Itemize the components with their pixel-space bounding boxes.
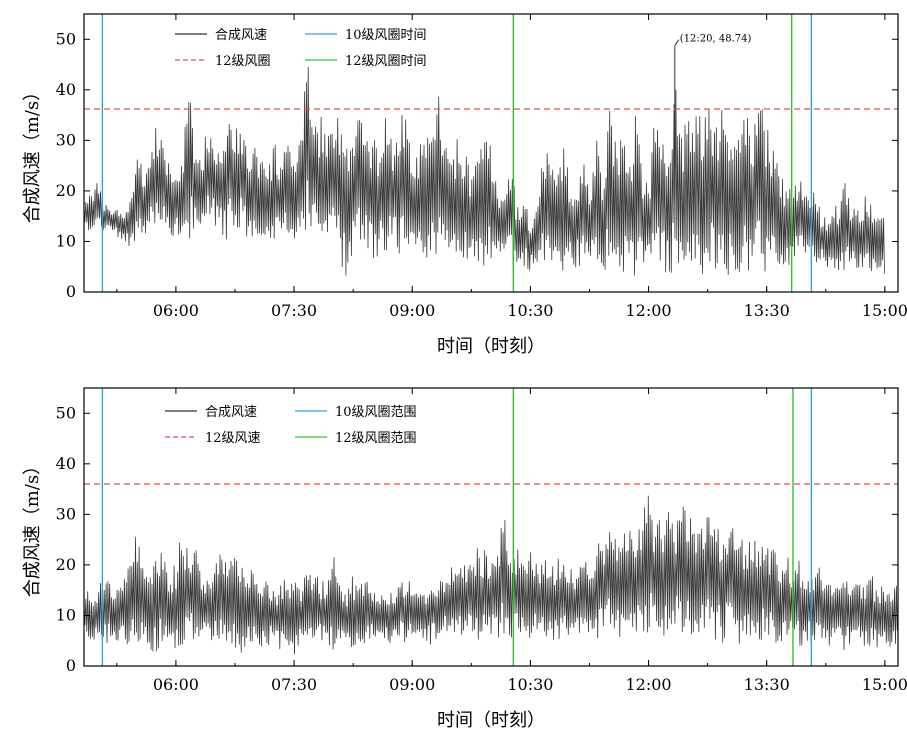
x-tick-label: 15:00	[862, 301, 907, 320]
y-tick-label: 0	[66, 282, 76, 301]
legend-label: 12级风速	[205, 431, 261, 446]
x-tick-label: 13:30	[744, 675, 790, 694]
y-tick-labels-top: 0 10 20 30 40 50	[56, 29, 76, 301]
y-tick-label: 50	[56, 403, 76, 422]
y-tick-label: 10	[56, 605, 76, 624]
x-tick-label: 06:00	[153, 675, 199, 694]
y-tick-label: 30	[56, 504, 76, 523]
y-tick-label: 20	[56, 181, 76, 200]
legend-label: 12级风圈范围	[335, 431, 417, 446]
x-tick-label: 07:30	[271, 301, 317, 320]
bottom-chart-panel: 0 10 20 30 40 50 06:00 07:30 09:00 10:30 12:00 13:…	[22, 387, 907, 731]
vertical-marker-lines-bottom	[101, 388, 813, 666]
x-tick-label: 12:00	[625, 675, 671, 694]
y-tick-label: 40	[56, 80, 76, 99]
plot-frame-bottom	[83, 387, 899, 667]
vertical-marker-lines-top	[101, 14, 813, 292]
y-tick-label: 20	[56, 555, 76, 574]
y-tick-label: 30	[56, 130, 76, 149]
wind-speed-series-top	[83, 45, 885, 276]
legend-label: 10级风圈时间	[345, 28, 427, 43]
x-tick-label: 10:30	[507, 675, 553, 694]
peak-annotation: (12:20, 48.74)	[674, 34, 752, 46]
x-tick-labels-bottom: 06:00 07:30 09:00 10:30 12:00 13:30 15:00	[153, 675, 907, 694]
annotation-label: (12:20, 48.74)	[680, 34, 752, 45]
top-chart-panel: 0 10 20 30 40 50 06:00 07:30 09:00 10:30 12:00 13:…	[22, 13, 907, 357]
series-line-wind-speed	[83, 495, 898, 655]
plot-frame-top	[83, 13, 899, 293]
legend-label: 合成风速	[205, 405, 257, 420]
x-tick-labels-top: 06:00 07:30 09:00 10:30 12:00 13:30 15:00	[153, 301, 907, 320]
series-line-wind-speed	[83, 66, 885, 276]
y-tick-label: 40	[56, 454, 76, 473]
axis-ticks-top	[84, 14, 898, 293]
y-tick-label: 50	[56, 29, 76, 48]
x-tick-label: 10:30	[507, 301, 553, 320]
y-axis-label-top: 合成风速（m/s）	[22, 83, 43, 223]
legend-label: 10级风圈范围	[335, 405, 417, 420]
y-tick-labels-bottom: 0 10 20 30 40 50	[56, 403, 76, 675]
x-tick-label: 09:00	[389, 301, 435, 320]
legend-bottom: 合成风速 12级风速 10级风圈范围 12级风圈范围	[165, 405, 417, 446]
x-tick-label: 12:00	[625, 301, 671, 320]
axis-ticks-bottom	[84, 388, 898, 667]
x-tick-label: 09:00	[389, 675, 435, 694]
legend-label: 12级风圈时间	[345, 54, 427, 69]
legend-top: 合成风速 12级风圈 10级风圈时间 12级风圈时间	[175, 28, 427, 69]
x-tick-label: 15:00	[862, 675, 907, 694]
y-tick-label: 10	[56, 231, 76, 250]
legend-label: 合成风速	[215, 28, 267, 43]
x-tick-label: 13:30	[744, 301, 790, 320]
y-axis-label-bottom: 合成风速（m/s）	[22, 457, 43, 597]
annotation-leader	[674, 39, 680, 46]
wind-speed-series-bottom	[83, 495, 898, 655]
x-tick-label: 07:30	[271, 675, 317, 694]
legend-label: 12级风圈	[215, 54, 271, 69]
x-axis-label-bottom: 时间（时刻）	[437, 710, 545, 731]
y-tick-label: 0	[66, 656, 76, 675]
x-tick-label: 06:00	[153, 301, 199, 320]
x-axis-label-top: 时间（时刻）	[437, 336, 545, 357]
